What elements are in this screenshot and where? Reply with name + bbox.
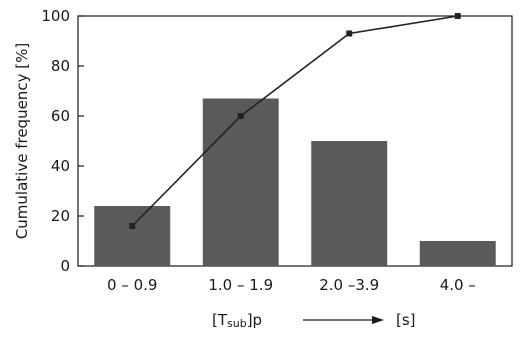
plot-frame	[77, 15, 513, 267]
y-tick-label-3: 60	[51, 107, 70, 125]
y-axis-title: Cumulative frequency [%]	[13, 43, 31, 239]
x-axis-title-subscript: sub	[227, 317, 247, 330]
x-category-label-1: 1.0 – 1.9	[208, 276, 273, 294]
y-axis: 0 20 40 60 80 100	[41, 7, 84, 275]
x-axis-title: [Tsub]p [s]	[212, 311, 416, 330]
x-category-label-3: 4.0 –	[440, 276, 476, 294]
y-tick-label-1: 20	[51, 207, 70, 225]
x-category-label-2: 2.0 –3.9	[319, 276, 379, 294]
x-axis-unit: [s]	[396, 311, 416, 329]
cumulative-point-0	[129, 223, 136, 229]
bar-1	[202, 98, 279, 266]
bar-group	[94, 98, 496, 266]
cumulative-point-1	[237, 113, 244, 119]
x-axis: 0 – 0.9 1.0 – 1.9 2.0 –3.9 4.0 –	[107, 276, 476, 294]
cumulative-line-group	[129, 13, 461, 229]
y-tick-label-5: 100	[41, 7, 70, 25]
cumulative-line	[131, 15, 458, 227]
svg-text:[Tsub]p: [Tsub]p	[212, 311, 262, 330]
x-axis-title-prefix: [T	[212, 311, 228, 329]
y-tick-label-4: 80	[51, 57, 70, 75]
x-axis-arrow-head	[372, 316, 384, 324]
y-tick-label-0: 0	[60, 257, 70, 275]
bar-3	[419, 241, 496, 266]
cumulative-point-3	[454, 13, 461, 19]
cumulative-point-2	[346, 30, 353, 37]
x-axis-title-suffix: ]p	[247, 311, 262, 329]
bar-2	[311, 141, 388, 266]
x-category-label-0: 0 – 0.9	[107, 276, 157, 294]
y-tick-label-2: 40	[51, 157, 70, 175]
bar-0	[94, 206, 171, 266]
